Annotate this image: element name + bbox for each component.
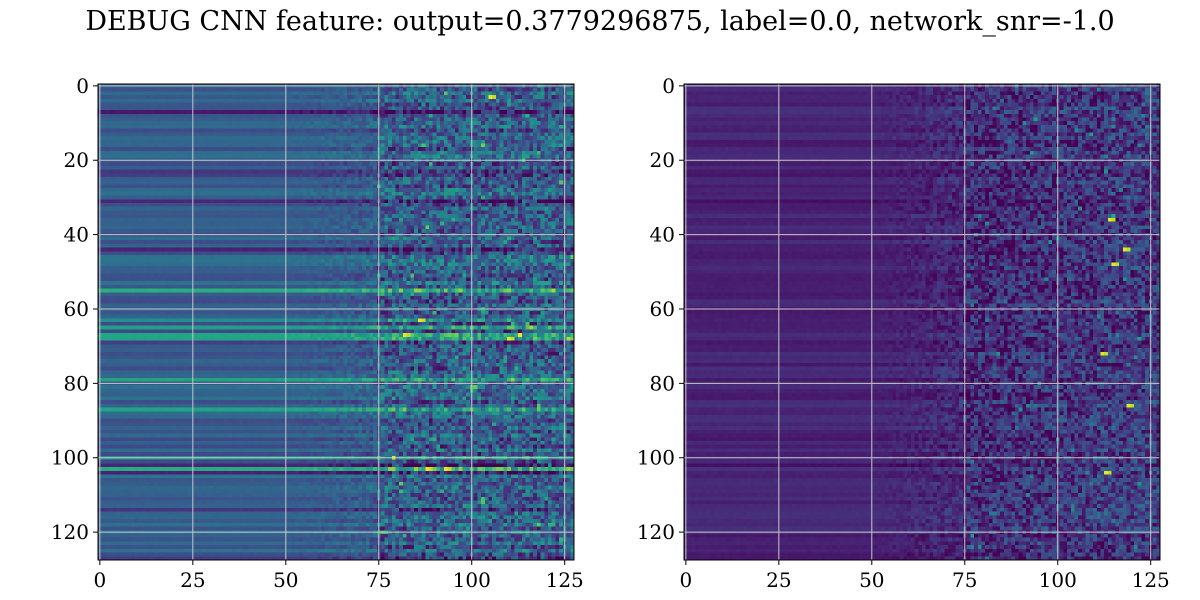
- heatmap-image: [684, 84, 1160, 560]
- y-tick-label: 80: [64, 371, 89, 395]
- y-tick-label: 20: [650, 148, 675, 172]
- y-tick-label: 120: [51, 520, 89, 544]
- x-tick-label: 50: [859, 568, 884, 592]
- x-tick-label: 125: [546, 568, 584, 592]
- y-tick-label: 0: [662, 74, 675, 98]
- x-tick-label: 100: [1039, 568, 1077, 592]
- x-tick-label: 0: [679, 568, 692, 592]
- axes-frame: [683, 83, 1161, 561]
- y-tick-label: 80: [650, 371, 675, 395]
- figure-title: DEBUG CNN feature: output=0.3779296875, …: [85, 6, 1115, 37]
- y-tick-label: 40: [650, 223, 675, 247]
- y-tick-label: 100: [637, 446, 675, 470]
- x-tick-label: 100: [453, 568, 491, 592]
- x-tick-label: 0: [93, 568, 106, 592]
- y-tick-label: 20: [64, 148, 89, 172]
- y-tick-label: 0: [76, 74, 89, 98]
- y-tick-label: 40: [64, 223, 89, 247]
- axes-frame: [97, 83, 575, 561]
- y-tick-label: 60: [64, 297, 89, 321]
- y-tick-label: 60: [650, 297, 675, 321]
- y-tick-label: 100: [51, 446, 89, 470]
- x-tick-label: 75: [952, 568, 977, 592]
- heatmap-panel-right: 0 25 50 75 100 125 0 20 40 60 80 100 120: [637, 74, 1170, 592]
- x-tick-label: 75: [366, 568, 391, 592]
- x-tick-label: 25: [180, 568, 205, 592]
- x-tick-label: 50: [273, 568, 298, 592]
- y-tick-label: 120: [637, 520, 675, 544]
- x-tick-label: 25: [766, 568, 791, 592]
- heatmap-image: [98, 84, 574, 560]
- heatmap-panel-left: 0 25 50 75 100 125 0 20 40 60 80 100 120: [51, 74, 584, 592]
- x-tick-label: 125: [1132, 568, 1170, 592]
